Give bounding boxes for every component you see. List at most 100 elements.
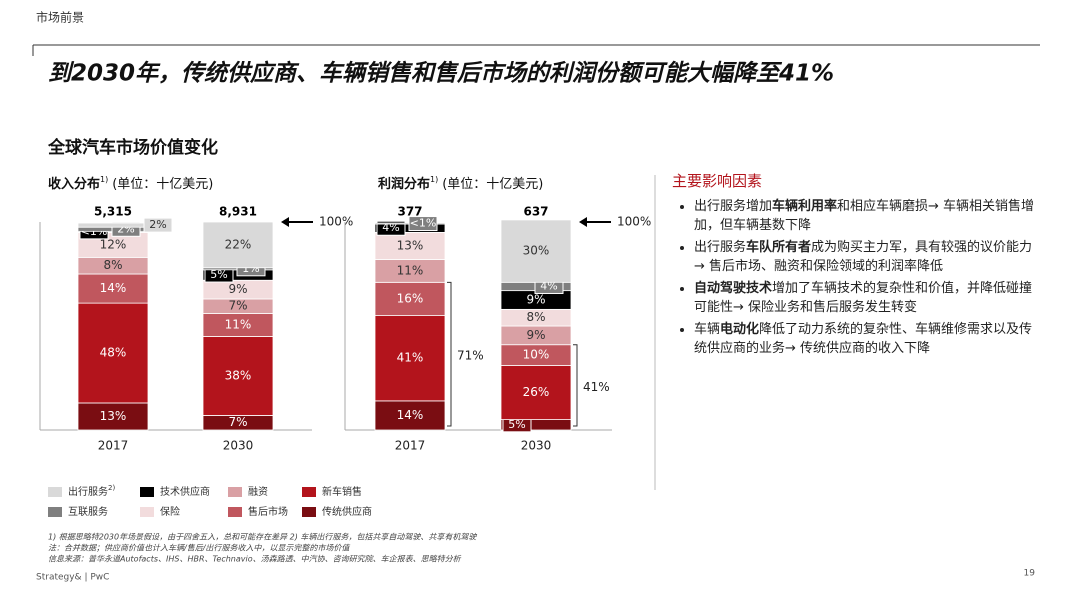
legend-label: 新车销售 bbox=[322, 485, 362, 498]
section-label: 市场前景 bbox=[36, 10, 84, 25]
annotation-arrowhead bbox=[579, 217, 587, 227]
annotation-label: 71% bbox=[457, 349, 484, 363]
value-label: 48% bbox=[100, 346, 127, 360]
legend-sup: 2) bbox=[108, 484, 115, 492]
bar-segment bbox=[374, 400, 446, 431]
annotation-label: 100% bbox=[617, 215, 651, 229]
legend-swatch bbox=[302, 507, 316, 517]
bullet: 出行服务增加车辆利用率和相应车辆磨损→ 车辆相关销售增加，但车辆基数下降 bbox=[694, 197, 1042, 235]
bullet-text: 车辆 bbox=[694, 322, 721, 337]
annotation-arrowhead bbox=[281, 217, 289, 227]
value-label: 10% bbox=[523, 348, 550, 362]
footnote: 法：合并数据；供应商价值也计入车辆/售后/出行服务收入中，以显示完整的市场价值 bbox=[48, 544, 350, 553]
bullet-text: 出行服务增加 bbox=[694, 199, 773, 214]
value-label: 12% bbox=[100, 237, 127, 251]
value-label: 8% bbox=[526, 310, 545, 324]
total-label: 5,315 bbox=[94, 205, 132, 219]
value-label: 2% bbox=[149, 218, 166, 231]
legend-name: 互联服务 bbox=[68, 505, 108, 518]
chart-title-main: 收入分布 bbox=[48, 176, 100, 192]
bullet-emphasis: 电动化 bbox=[720, 322, 760, 337]
bullet: 自动驾驶技术增加了车辆技术的复杂性和价值，并降低碰撞可能性→ 保险业务和售后服务… bbox=[694, 279, 1042, 317]
value-label: 11% bbox=[225, 317, 252, 331]
legend-label: 售后市场 bbox=[248, 505, 288, 518]
value-label: 7% bbox=[228, 415, 247, 429]
chart-unit: (单位：十亿美元) bbox=[112, 177, 213, 192]
legend-name: 技术供应商 bbox=[160, 485, 210, 498]
subtitle: 全球汽车市场价值变化 bbox=[47, 137, 218, 158]
value-label: 5% bbox=[210, 268, 227, 281]
legend-swatch bbox=[48, 507, 62, 517]
legend-name: 出行服务 bbox=[68, 485, 108, 498]
bullet: 出行服务车队所有者成为购买主力军，具有较强的议价能力→ 售后市场、融资和保险领域… bbox=[694, 238, 1042, 276]
value-label: 9% bbox=[526, 328, 545, 342]
value-label: 30% bbox=[523, 244, 550, 258]
value-label: 4% bbox=[540, 279, 557, 292]
legend-label: 保险 bbox=[160, 505, 180, 518]
legend-name: 融资 bbox=[248, 486, 268, 498]
bar-segment bbox=[77, 273, 149, 304]
annotation-label: 41% bbox=[583, 380, 610, 394]
value-label: 13% bbox=[397, 238, 424, 252]
bar-segment bbox=[500, 365, 572, 420]
legend-swatch bbox=[48, 487, 62, 497]
legend-name: 新车销售 bbox=[322, 485, 362, 498]
x-tick-label: 2017 bbox=[98, 439, 129, 453]
panel: 主要影响因素 出行服务增加车辆利用率和相应车辆磨损→ 车辆相关销售增加，但车辆基… bbox=[672, 172, 1042, 361]
bullet-emphasis: 车辆利用率 bbox=[772, 199, 838, 214]
value-label: 41% bbox=[397, 351, 424, 365]
legend-swatch bbox=[228, 507, 242, 517]
value-label-box bbox=[143, 217, 173, 233]
legend-swatch bbox=[228, 487, 242, 497]
bullet-emphasis: 车队所有者 bbox=[746, 240, 812, 255]
legend-label: 技术供应商 bbox=[160, 485, 210, 498]
value-label-box bbox=[376, 220, 406, 236]
bullet-text: 增加了车辆技术的复杂性和价值，并降低碰撞可能性→ 保险业务和售后服务发生转变 bbox=[694, 281, 1033, 315]
bullet-text: 成为购买主力军，具有较强的议价能力→ 售后市场、融资和保险领域的利润率降低 bbox=[694, 240, 1033, 274]
footer-source: Strategy& | PwC bbox=[36, 573, 109, 583]
value-label: 11% bbox=[397, 263, 424, 277]
legend-swatch bbox=[140, 487, 154, 497]
bullet-text: 和相应车辆磨损→ 车辆相关销售增加，但车辆基数下降 bbox=[694, 199, 1035, 233]
value-label: 14% bbox=[100, 281, 127, 295]
bullet-list: 出行服务增加车辆利用率和相应车辆磨损→ 车辆相关销售增加，但车辆基数下降出行服务… bbox=[672, 197, 1042, 358]
value-label: 5% bbox=[508, 418, 525, 431]
total-label: 637 bbox=[523, 205, 548, 219]
legend-name: 保险 bbox=[160, 505, 180, 518]
bar-segment bbox=[202, 335, 274, 416]
x-tick-label: 2030 bbox=[223, 439, 254, 453]
bullet-text: 降低了动力系统的复杂性、车辆维修需求以及传统供应商的业务→ 传统供应商的收入下降 bbox=[694, 322, 1033, 356]
legend-label: 出行服务2) bbox=[68, 484, 115, 498]
footnote: 1) 根据思略特2030年场景假设，由于四舍五入，总和可能存在差异 2) 车辆出… bbox=[48, 533, 477, 542]
legend-label: 融资 bbox=[248, 486, 268, 498]
value-label: 4% bbox=[382, 221, 399, 234]
legend-label: 传统供应商 bbox=[322, 505, 372, 518]
x-tick-label: 2017 bbox=[395, 439, 426, 453]
bar-segment bbox=[374, 315, 446, 402]
value-label: 22% bbox=[225, 237, 252, 251]
total-label: 8,931 bbox=[219, 205, 257, 219]
total-label: 377 bbox=[397, 205, 422, 219]
value-label: 8% bbox=[103, 258, 122, 272]
chart-unit: (单位：十亿美元) bbox=[442, 177, 543, 192]
value-label: 14% bbox=[397, 408, 424, 422]
legend-name: 售后市场 bbox=[248, 505, 288, 518]
page-number: 19 bbox=[1024, 569, 1036, 579]
value-label-box bbox=[408, 216, 438, 232]
value-label: 9% bbox=[228, 282, 247, 296]
bullet: 车辆电动化降低了动力系统的复杂性、车辆维修需求以及传统供应商的业务→ 传统供应商… bbox=[694, 320, 1042, 358]
legend-swatch bbox=[302, 487, 316, 497]
chart-title-main: 利润分布 bbox=[378, 176, 430, 192]
chart-title-sup: 1) bbox=[100, 175, 108, 184]
bar-segment bbox=[202, 221, 274, 269]
value-label: 16% bbox=[397, 291, 424, 305]
annotation-bracket bbox=[573, 344, 578, 427]
annotation-label: 100% bbox=[319, 215, 353, 229]
value-label: 13% bbox=[100, 409, 127, 423]
value-label: 26% bbox=[523, 385, 550, 399]
value-label: 9% bbox=[526, 293, 545, 307]
bar-segment bbox=[500, 219, 572, 283]
legend-name: 传统供应商 bbox=[322, 505, 372, 518]
bullet-text: 出行服务 bbox=[694, 240, 747, 255]
